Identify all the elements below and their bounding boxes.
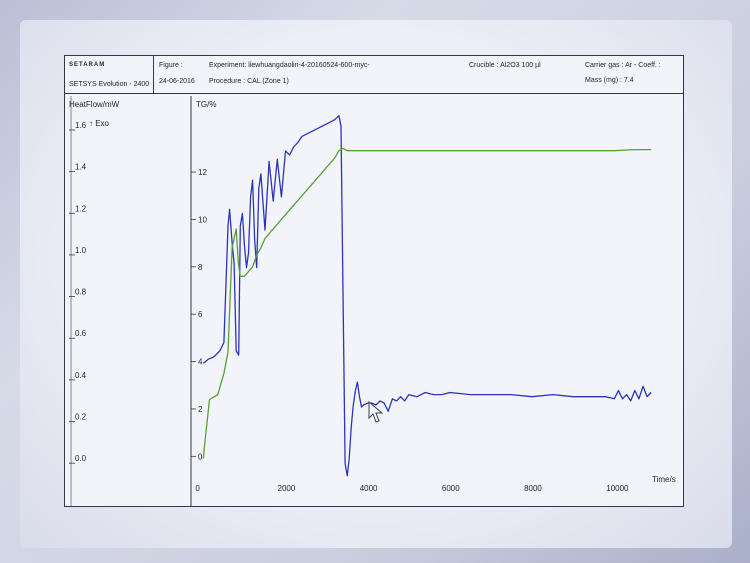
tg-tick-label: 0: [198, 452, 203, 461]
time-tick-label: 10000: [606, 484, 629, 493]
time-tick-label: 4000: [360, 484, 378, 493]
heatflow-tick-label: 0.0: [75, 454, 87, 463]
time-tick-label: 2000: [278, 484, 296, 493]
heatflow-tick-label: 0.4: [75, 371, 87, 380]
crucible-label: Crucible : Al2O3 100 µl: [469, 62, 541, 69]
carrier-gas-label: Carrier gas : Ar - Coeff. :: [585, 62, 661, 69]
procedure-label: Procedure : CAL (Zone 1): [209, 78, 289, 85]
tg-tick-label: 10: [198, 215, 207, 224]
time-tick-label: 8000: [524, 484, 542, 493]
axes: [70, 96, 192, 506]
figure-label: Figure :: [159, 62, 183, 69]
heatflow-tick-label: 1.0: [75, 246, 87, 255]
heatflow-axis-label: HeatFlow/mW: [69, 100, 120, 109]
tg-tick-label: 4: [198, 358, 203, 367]
exo-label: ↑ Exo: [89, 119, 110, 128]
tg-tick-label: 6: [198, 310, 203, 319]
mass-label: Mass (mg) : 7.4: [585, 77, 634, 84]
heatflow-tick-label: 1.4: [75, 163, 87, 172]
logo: SETARAM: [69, 62, 106, 68]
tg-series-line: [202, 147, 652, 459]
tg-tick-label: 2: [198, 405, 203, 414]
ticks: HeatFlow/mW ↑ Exo TG/% Time/s 1.6 1.4 1.2 1.0 0.…: [69, 100, 676, 493]
series-group: [202, 114, 652, 477]
time-axis-label: Time/s: [652, 475, 676, 484]
tg-axis-label: TG/%: [196, 100, 216, 109]
header-separator: [153, 56, 154, 93]
app-title: SETSYS Evolution - 2400: [69, 81, 150, 88]
header-divider: [65, 93, 683, 94]
heatflow-tick-label: 0.2: [75, 413, 87, 422]
heatflow-tick-label: 0.6: [75, 329, 87, 338]
heatflow-tick-label: 1.6: [75, 121, 87, 130]
date-label: 24-06-2016: [159, 78, 195, 85]
tg-tick-label: 12: [198, 168, 207, 177]
chart: HeatFlow/mW ↑ Exo TG/% Time/s 1.6 1.4 1.2 1.0 0.…: [69, 96, 676, 506]
mouse-cursor: [368, 400, 384, 423]
plot-frame: SETARAM SETSYS Evolution - 2400 Figure :…: [64, 55, 684, 507]
heatflow-tick-label: 0.8: [75, 288, 87, 297]
heatflow-series-line: [202, 114, 652, 477]
experiment-label: Experiment: liewhuangdaolin-4-20160524-6…: [209, 62, 370, 69]
time-tick-label: 0: [195, 484, 200, 493]
heatflow-tick-label: 1.2: [75, 204, 87, 213]
tg-tick-label: 8: [198, 263, 203, 272]
time-tick-label: 6000: [442, 484, 460, 493]
